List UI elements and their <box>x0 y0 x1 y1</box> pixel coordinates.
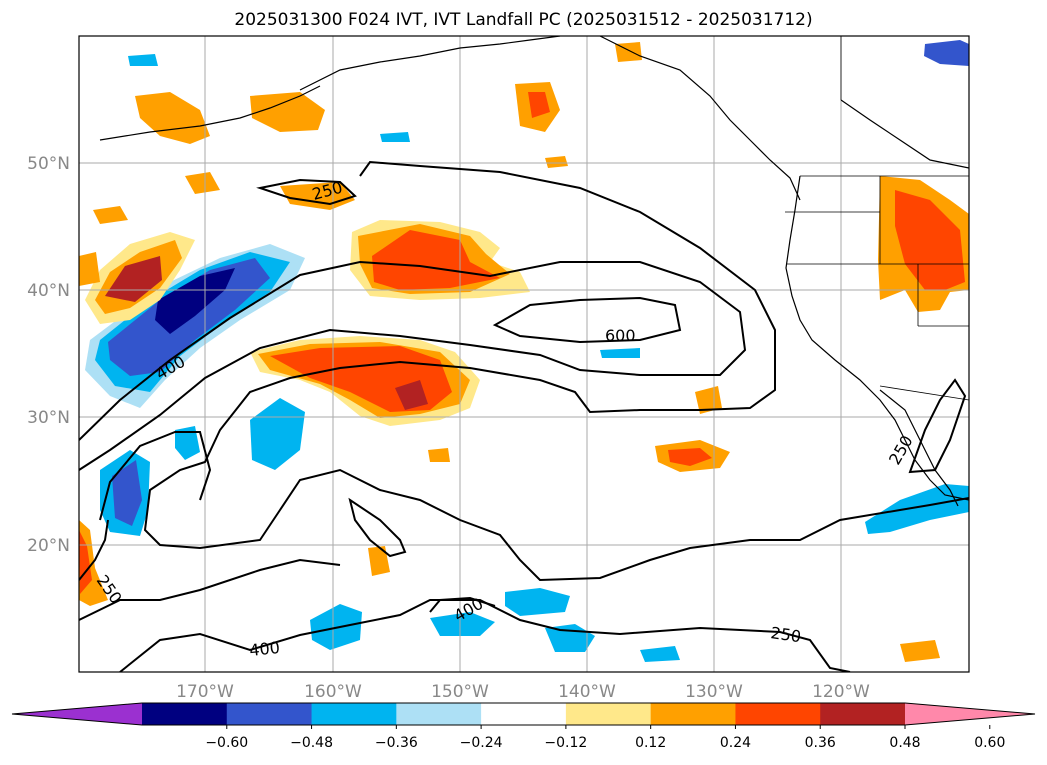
contour-250-north <box>143 160 969 582</box>
positive-anomaly-region <box>395 380 428 410</box>
colorbar-segment <box>142 703 228 725</box>
lat-axis-labels: 50°N 40°N 30°N 20°N <box>27 154 70 556</box>
contour-250-south <box>79 558 341 621</box>
lat-label: 30°N <box>27 408 70 428</box>
contour-label: 250 <box>769 623 802 646</box>
negative-anomaly-region <box>112 460 142 526</box>
colorbar-extend-high <box>905 703 1035 725</box>
colorbar-outline <box>11 702 1036 726</box>
colorbar-segment <box>565 703 652 725</box>
positive-anomaly-region <box>695 386 722 414</box>
alaska-coastline <box>299 36 561 91</box>
positive-anomaly-region <box>900 640 940 662</box>
lon-axis-labels: 170°W 160°W 150°W 140°W 130°W 120°W <box>176 682 870 702</box>
colorbar-tick-label: −0.36 <box>375 735 418 751</box>
positive-anomaly-region <box>135 92 210 144</box>
contour-400-outer <box>79 260 747 471</box>
colorbar-segment <box>396 703 482 725</box>
negative-anomaly-region <box>155 268 235 334</box>
map-frame <box>78 35 970 673</box>
us-mexico-border <box>879 385 969 401</box>
colorbar-segment <box>481 703 567 725</box>
lon-label: 150°W <box>431 682 489 702</box>
lon-label: 140°W <box>558 682 616 702</box>
contour-250-jet <box>256 178 357 206</box>
colorbar: −0.60 −0.48 −0.36 −0.24 −0.12 0.12 0.24 0.36 0.4… <box>11 702 1036 751</box>
contour-400-bottom <box>429 596 496 613</box>
colorbar-tick-label: 0.12 <box>635 735 666 751</box>
map-panel: 250 600 400 400 250 400 250 250 <box>78 35 970 673</box>
negative-anomaly-region <box>430 612 495 636</box>
positive-anomaly-region <box>250 92 325 132</box>
negative-anomaly-region <box>175 426 200 460</box>
ivt-contours <box>79 160 969 672</box>
canada-coastline <box>840 99 969 169</box>
lon-label: 170°W <box>176 682 234 702</box>
positive-anomaly-region <box>185 172 220 194</box>
contour-250-bottom <box>119 599 851 672</box>
negative-anomaly-region <box>250 398 305 470</box>
contour-label: 600 <box>605 326 636 345</box>
lat-label: 40°N <box>27 281 70 301</box>
contour-400-south-branch <box>348 497 407 558</box>
colorbar-segment <box>735 703 821 725</box>
negative-anomaly-region <box>640 646 680 662</box>
colorbar-tick-label: 0.24 <box>720 735 751 751</box>
positive-anomaly-region <box>528 92 550 118</box>
filled-anomaly-layer <box>79 40 969 662</box>
colorbar-tick-label: 0.60 <box>974 735 1005 751</box>
positive-anomaly-region <box>93 206 128 224</box>
alaska-peninsula-coastline <box>99 85 321 141</box>
positive-anomaly-region <box>428 448 450 462</box>
colorbar-segment <box>820 703 906 725</box>
colorbar-tick-label: −0.60 <box>205 735 248 751</box>
positive-anomaly-region <box>895 190 965 290</box>
negative-anomaly-region <box>505 588 570 616</box>
positive-anomaly-region <box>368 546 390 576</box>
positive-anomaly-region <box>79 530 92 594</box>
lon-label: 160°W <box>304 682 362 702</box>
positive-anomaly-region <box>668 448 712 466</box>
colorbar-segment <box>311 703 397 725</box>
contour-600 <box>492 296 682 344</box>
coastlines <box>99 36 969 507</box>
colorbar-tick-label: −0.24 <box>460 735 503 751</box>
lon-label: 120°W <box>812 682 870 702</box>
positive-anomaly-region <box>545 156 568 168</box>
colorbar-tick-label: 0.36 <box>805 735 836 751</box>
baja-california-coastline <box>879 389 959 507</box>
lon-label: 130°W <box>685 682 743 702</box>
map-title: 2025031300 F024 IVT, IVT Landfall PC (20… <box>234 10 813 30</box>
gulf-of-alaska-coastline <box>599 36 801 201</box>
political-borders <box>785 36 969 401</box>
contour-250-west <box>79 519 109 581</box>
colorbar-segment <box>650 703 736 725</box>
negative-anomaly-region <box>865 484 969 534</box>
colorbar-tick-label: −0.12 <box>544 735 587 751</box>
colorbar-segment <box>226 703 313 725</box>
positive-anomaly-region <box>79 252 100 286</box>
contour-400-south <box>99 431 212 521</box>
lat-label: 50°N <box>27 154 70 174</box>
negative-anomaly-region <box>924 40 969 66</box>
colorbar-extend-low <box>12 703 142 725</box>
negative-anomaly-region <box>128 54 158 66</box>
colorbar-tick-label: 0.48 <box>889 735 920 751</box>
contour-250-east <box>908 378 967 474</box>
colorbar-tick-label: −0.48 <box>290 735 333 751</box>
positive-anomaly-region <box>372 230 500 290</box>
negative-anomaly-region <box>600 348 640 358</box>
contour-label: 400 <box>248 638 280 660</box>
map-background <box>79 36 969 672</box>
negative-anomaly-region <box>380 132 410 142</box>
lat-label: 20°N <box>27 536 70 556</box>
